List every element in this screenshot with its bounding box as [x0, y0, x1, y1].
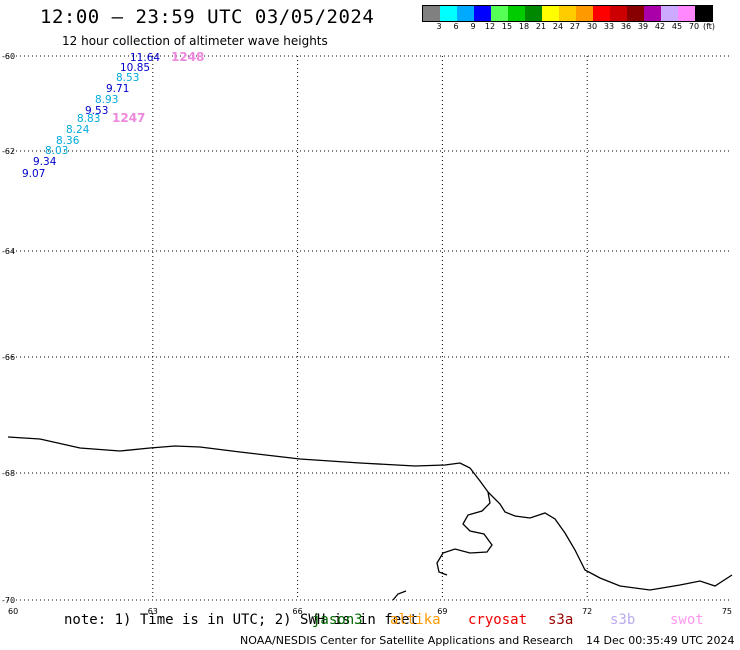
colorbar-swatch: [457, 6, 474, 21]
colorbar-swatch: [644, 6, 661, 21]
colorbar-swatch: [610, 6, 627, 21]
colorbar-swatch: [508, 6, 525, 21]
mission-legend-swot: swot: [670, 612, 704, 628]
colorbar-label: 27: [569, 22, 581, 31]
colorbar-label: 9: [470, 22, 476, 31]
mission-legend-cryosat: cryosat: [468, 612, 528, 628]
map-title: 12:00 – 23:59 UTC 03/05/2024: [40, 6, 375, 28]
longitude-label: 69: [437, 607, 447, 616]
colorbar-label: 30: [586, 22, 598, 31]
colorbar-label: 3: [436, 22, 442, 31]
longitude-label: 72: [582, 607, 592, 616]
mission-legend-jason3: jason3: [312, 612, 363, 628]
colorbar-swatch: [678, 6, 695, 21]
wave-height-colorbar: [422, 5, 713, 22]
latitude-label: -70: [2, 596, 15, 605]
colorbar-swatch: [661, 6, 678, 21]
wave-height-label: 10.85: [120, 62, 150, 74]
longitude-label: 60: [8, 607, 18, 616]
wave-height-label: 8.53: [116, 72, 139, 84]
colorbar-label: 21: [535, 22, 547, 31]
latitude-label: -62: [2, 147, 15, 156]
coastline: [7, 436, 733, 591]
latitude-label: -60: [2, 52, 15, 61]
wave-height-label: 8.93: [95, 94, 118, 106]
colorbar-swatch: [525, 6, 542, 21]
colorbar-swatch: [423, 6, 440, 21]
colorbar-label: 70: [688, 22, 700, 31]
colorbar-label: 42: [654, 22, 666, 31]
wave-height-label: 9.07: [22, 168, 45, 180]
wave-height-label: 9.34: [33, 156, 57, 168]
latitude-label: -66: [2, 353, 15, 362]
colorbar-swatch: [576, 6, 593, 21]
colorbar-label: 33: [603, 22, 615, 31]
generated-timestamp: 14 Dec 00:35:49 UTC 2024: [586, 634, 735, 647]
colorbar-swatch: [440, 6, 457, 21]
colorbar-label: 36: [620, 22, 632, 31]
pass-number-label: 1248: [171, 50, 204, 64]
colorbar-swatch: [593, 6, 610, 21]
credit-text: NOAA/NESDIS Center for Satellite Applica…: [240, 634, 574, 647]
coastline-fragment: [392, 590, 407, 601]
wave-height-label: 9.71: [106, 83, 129, 95]
wave-height-label: 11.64: [130, 52, 160, 64]
colorbar-label: 6: [453, 22, 459, 31]
mission-legend-s3a: s3a: [548, 612, 574, 628]
mission-legend-s3b: s3b: [610, 612, 636, 628]
longitude-label: 63: [148, 607, 158, 616]
longitude-label: 66: [293, 607, 303, 616]
latitude-label: -64: [2, 247, 15, 256]
wave-height-label: 8.36: [56, 135, 80, 147]
colorbar-label: 24: [552, 22, 564, 31]
colorbar-swatch: [491, 6, 508, 21]
wave-height-label: 8.03: [45, 145, 68, 157]
colorbar-swatch: [695, 6, 712, 21]
wave-height-label: 8.83: [77, 113, 100, 125]
colorbar-unit: (ft): [702, 22, 716, 31]
credit-footer: NOAA/NESDIS Center for Satellite Applica…: [240, 634, 734, 647]
colorbar-label: 45: [671, 22, 683, 31]
colorbar-swatch: [542, 6, 559, 21]
colorbar-swatch: [559, 6, 576, 21]
pass-number-label: 1247: [112, 111, 145, 125]
colorbar-label: 12: [484, 22, 496, 31]
map-subtitle: 12 hour collection of altimeter wave hei…: [62, 34, 328, 48]
footer-note: note: 1) Time is in UTC; 2) SWH is in fe…: [64, 612, 419, 628]
colorbar-label: 15: [501, 22, 513, 31]
wave-height-label: 8.24: [66, 124, 90, 136]
colorbar-label: 18: [518, 22, 530, 31]
longitude-label: 75: [722, 607, 732, 616]
coastline-inlet: [436, 491, 493, 576]
colorbar-swatch: [627, 6, 644, 21]
mission-legend-altika: altika: [390, 612, 441, 628]
colorbar-label: 39: [637, 22, 649, 31]
wave-height-label: 9.53: [85, 105, 108, 117]
latitude-label: -68: [2, 469, 15, 478]
colorbar-swatch: [474, 6, 491, 21]
